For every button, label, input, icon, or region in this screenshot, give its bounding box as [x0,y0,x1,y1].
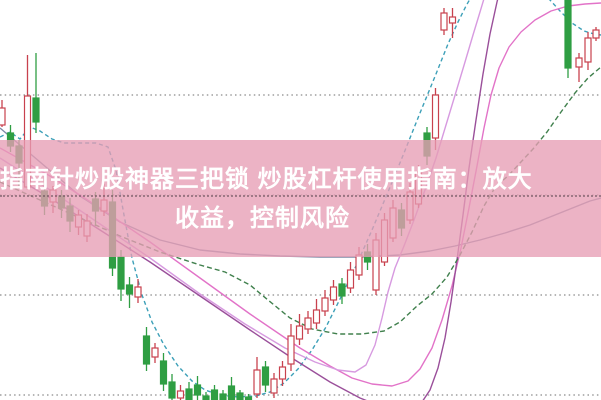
candle-up [287,335,295,365]
candle-up [448,16,457,24]
candle-down [32,97,40,123]
candle-up [176,390,185,399]
candle-down [261,366,270,386]
candle-down [564,0,572,69]
candle-down [125,284,134,295]
headline-banner-overlay: 指南针炒股神器三把锁 炒股杠杆使用指南：放大 收益，控制风险 [0,140,601,257]
candle-down [202,395,210,400]
ma-magenta [0,2,601,387]
candle-down [193,384,202,396]
candle-up [440,12,448,31]
candle-down [219,393,227,400]
candle-down [142,335,151,365]
candle-up [151,347,159,358]
candle-up [329,286,338,301]
candle-up [134,286,142,298]
candle-down [210,389,219,400]
candle-down [236,392,244,400]
candle-down [159,360,168,385]
candle-up [304,317,312,330]
candle-up [575,57,583,68]
ma-orchid [0,0,485,373]
candle-up [584,37,592,63]
candle-up [0,107,6,126]
candle-down [185,388,193,400]
headline-line-2: 收益，控制风险 [175,204,350,232]
candle-up [295,325,304,340]
headline-line-1: 指南针炒股神器三把锁 炒股杠杆使用指南：放大 [0,165,533,193]
candle-up [592,29,600,39]
candle-up [270,378,278,394]
candle-down [227,385,236,400]
candle-up [355,254,363,276]
candle-up [253,369,261,395]
candle-up [321,297,329,312]
candle-up [431,94,440,139]
candle-down [244,396,253,400]
gridline-through-banner [0,195,601,197]
candle-up [312,309,321,324]
candle-down [338,283,346,297]
candle-down [117,256,125,290]
candle-down [168,381,176,399]
ma-darkgreen [0,66,601,335]
ma-purple [0,0,499,400]
candle-up [278,366,287,380]
candle-up [346,269,355,289]
